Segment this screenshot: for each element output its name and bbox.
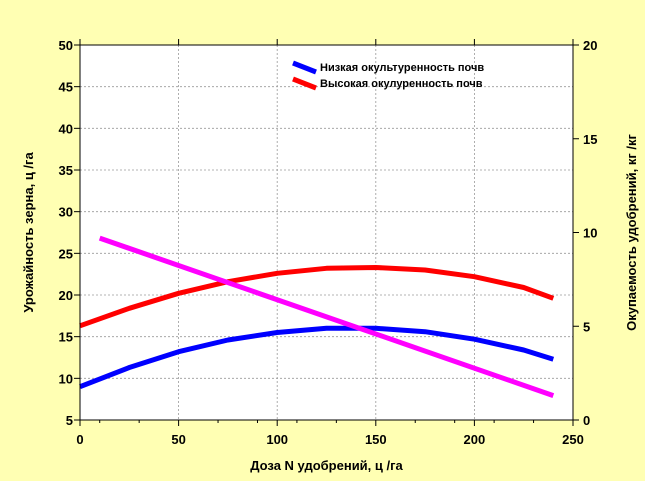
y-right-tick-label: 0: [583, 413, 590, 428]
legend-swatch-0: [292, 60, 317, 75]
x-tick-label: 50: [171, 432, 185, 447]
x-tick-label: 250: [562, 432, 584, 447]
legend-swatch-1: [292, 76, 317, 91]
x-tick-label: 150: [365, 432, 387, 447]
y-left-tick-label: 40: [59, 121, 73, 136]
y-left-tick-label: 45: [59, 80, 73, 95]
y-right-tick-label: 10: [583, 226, 597, 241]
y-left-tick-label: 5: [66, 413, 73, 428]
x-tick-label: 200: [464, 432, 486, 447]
legend: Низкая окультуренность почв Высокая окулу…: [292, 60, 484, 91]
y-right-axis-title: Окупаемость удобрений, кг /кг: [624, 134, 639, 331]
legend-label-1: Высокая окулуренность почв: [320, 78, 483, 90]
y-right-tick-label: 20: [583, 38, 597, 53]
ticks: 0 50 100 150 200 2505101520253035404550051015…: [59, 38, 598, 447]
y-right-tick-label: 5: [583, 319, 590, 334]
series-line-0: [79, 325, 555, 390]
series-line-1: [79, 265, 555, 329]
y-left-axis-title: Урожайность зерна, ц /га: [21, 152, 36, 313]
series-group: [79, 235, 555, 398]
plot-background: [80, 45, 573, 420]
x-tick-label: 100: [266, 432, 288, 447]
y-left-tick-label: 10: [59, 371, 73, 386]
x-tick-label: 0: [76, 432, 83, 447]
y-right-tick-label: 15: [583, 132, 597, 147]
y-left-tick-label: 30: [59, 205, 73, 220]
grid: [80, 45, 573, 420]
y-left-tick-label: 50: [59, 38, 73, 53]
y-left-tick-label: 25: [59, 246, 73, 261]
x-axis-title: Доза N удобрений, ц /га: [250, 458, 403, 473]
y-left-tick-label: 15: [59, 330, 73, 345]
y-left-tick-label: 35: [59, 163, 73, 178]
series-line-2: [98, 235, 555, 398]
legend-label-0: Низкая окультуренность почв: [320, 62, 484, 74]
y-left-tick-label: 20: [59, 288, 73, 303]
